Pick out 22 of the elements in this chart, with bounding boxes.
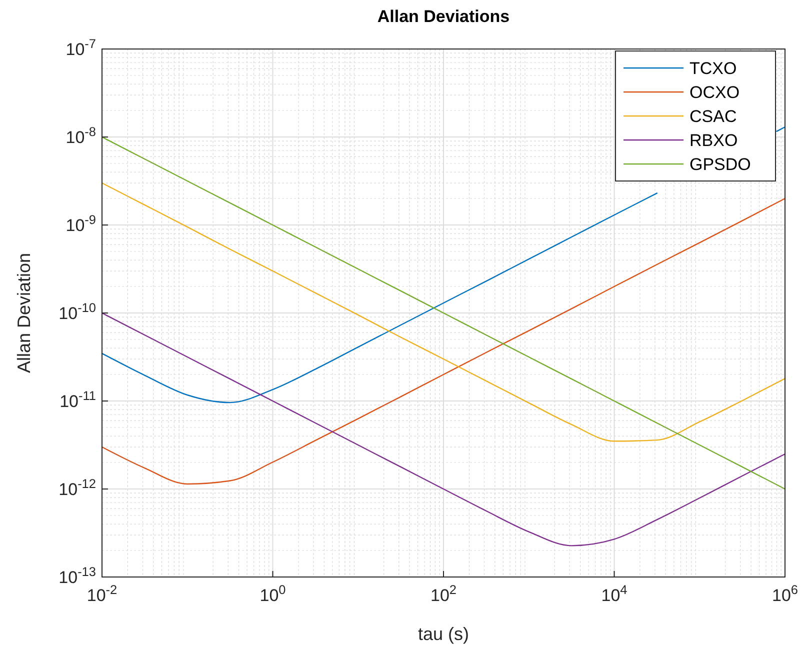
line-series <box>101 198 786 485</box>
legend-label: OCXO <box>690 83 740 102</box>
y-tick-label: 10$^{-7}$ <box>66 36 96 59</box>
y-axis-title: Allan Deviation <box>14 252 34 374</box>
x-tick-label: 10$^{0}$ <box>260 582 286 605</box>
x-tick-label: 10$^{6}$ <box>772 582 798 605</box>
y-tick-label: 10$^{-8}$ <box>66 124 96 147</box>
line-series <box>101 312 786 546</box>
line-series <box>101 136 786 490</box>
y-tick-label: 10$^{-11}$ <box>60 388 96 411</box>
x-axis-title: tau (s) <box>418 624 470 644</box>
y-tick-label: 10$^{-9}$ <box>66 212 96 235</box>
x-tick-label: 10$^{2}$ <box>430 582 457 605</box>
legend-label: RBXO <box>690 131 738 150</box>
y-tick-label: 10$^{-10}$ <box>58 300 96 323</box>
legend-label: CSAC <box>690 107 737 126</box>
legend-label: TCXO <box>690 59 737 78</box>
x-tick-label: 10$^{4}$ <box>601 582 628 605</box>
y-tick-label: 10$^{-12}$ <box>58 476 96 499</box>
chart-title: Allan Deviations <box>377 7 510 26</box>
line-series <box>101 182 786 442</box>
legend-label: GPSDO <box>690 155 751 174</box>
